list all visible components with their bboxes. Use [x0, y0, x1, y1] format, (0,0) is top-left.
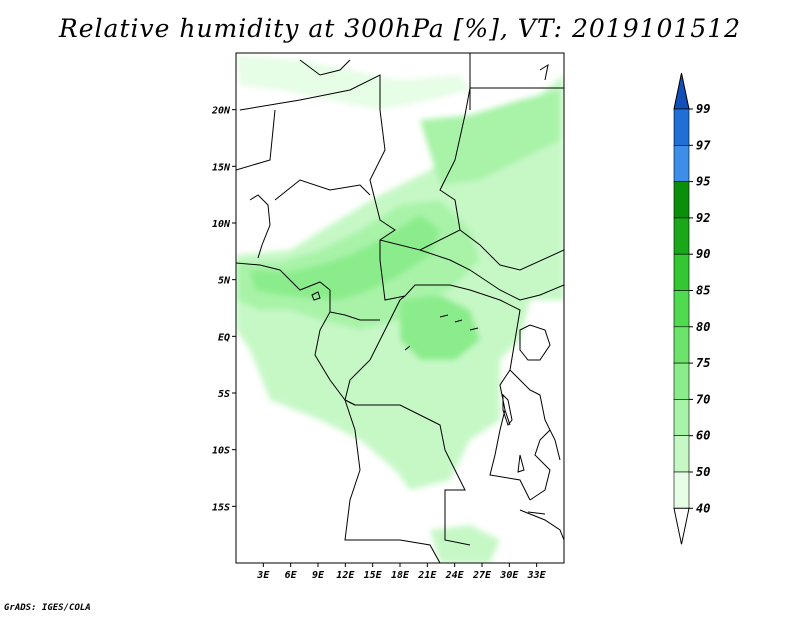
border-line	[539, 63, 549, 81]
lat-tick-label: 15S	[212, 502, 230, 513]
colorbar-segment	[673, 435, 690, 473]
humidity-field-50b	[236, 55, 470, 110]
lat-tick-label: 15N	[212, 162, 231, 173]
lake-outline	[519, 324, 551, 361]
colorbar-label: 60	[696, 429, 710, 443]
lon-tick-label: 27E	[472, 570, 492, 581]
lon-tick-label: 12E	[336, 570, 355, 581]
colorbar-segment	[673, 471, 690, 509]
humidity-shading	[236, 55, 564, 563]
colorbar-label: 90	[696, 247, 710, 261]
colorbar-label: 95	[696, 175, 710, 189]
lon-tick-label: 3E	[256, 570, 270, 581]
border-line	[274, 179, 371, 201]
border-line	[519, 509, 564, 541]
lon-tick-label: 24E	[445, 570, 465, 581]
lake-outline	[311, 291, 321, 301]
colorbar: 40 50 60 70 75 80 85 90 92 95 97 99	[673, 72, 711, 545]
lake-outline	[404, 314, 479, 351]
lat-tick-label: 10S	[212, 446, 230, 457]
lon-tick-label: 9E	[312, 570, 325, 581]
border-line	[239, 74, 471, 546]
border-line	[379, 87, 564, 251]
lon-tick-label: 33E	[527, 570, 547, 581]
colorbar-label: 75	[696, 356, 710, 370]
border-line	[459, 229, 564, 271]
border-line	[299, 59, 351, 76]
border-line	[509, 369, 561, 461]
border-line	[419, 249, 564, 301]
colorbar-label: 99	[696, 102, 710, 116]
colorbar-label: 97	[696, 138, 711, 152]
country-borders	[236, 53, 564, 563]
lake-outline	[517, 454, 525, 473]
colorbar-top-arrow	[673, 72, 690, 110]
border-line	[529, 429, 551, 501]
grads-credit: GrADS: IGES/COLA	[4, 603, 91, 613]
border-line	[314, 311, 356, 406]
colorbar-segment	[673, 399, 690, 436]
lon-tick-label: 18E	[391, 570, 410, 581]
humidity-field-60b	[420, 90, 560, 185]
lon-tick-label: 21E	[417, 570, 437, 581]
lat-tick-label: 20N	[211, 106, 231, 117]
lake-outline	[502, 393, 513, 427]
border-line	[236, 262, 380, 321]
latitude-axis: 20N 15N 10N 5N EQ 5S 10S 15S	[211, 106, 236, 513]
border-line	[489, 409, 531, 501]
colorbar-segment	[673, 253, 690, 291]
border-line	[236, 109, 276, 171]
border-line	[344, 399, 441, 563]
colorbar-label: 40	[696, 501, 710, 515]
lat-tick-label: 5S	[218, 389, 230, 400]
border-line	[404, 284, 521, 426]
colorbar-label: 92	[696, 211, 710, 225]
lake-outline	[527, 511, 546, 515]
colorbar-segment	[673, 326, 690, 364]
humidity-field-70	[250, 215, 440, 300]
colorbar-label: 50	[696, 465, 710, 479]
colorbar-label: 80	[696, 320, 710, 334]
colorbar-segment	[673, 290, 690, 328]
colorbar-segment	[673, 217, 690, 255]
humidity-field-70b	[400, 295, 480, 360]
lat-tick-label: EQ	[218, 332, 230, 343]
map-title: Relative humidity at 300hPa [%], VT: 201…	[58, 14, 742, 43]
lat-tick-label: 10N	[212, 219, 231, 230]
colorbar-bottom-arrow	[673, 507, 690, 545]
colorbar-label: 70	[696, 392, 710, 406]
border-line	[249, 194, 271, 259]
colorbar-label: 85	[696, 284, 710, 298]
colorbar-segment	[673, 181, 690, 219]
longitude-axis: 3E 6E 9E 12E 15E 18E 21E 24E 27E 30E 33E	[256, 563, 547, 581]
lon-tick-label: 15E	[364, 570, 383, 581]
lon-tick-label: 6E	[285, 570, 298, 581]
colorbar-segment	[673, 145, 690, 182]
colorbar-segment	[673, 362, 690, 400]
lat-tick-label: 5N	[218, 276, 231, 287]
lon-tick-label: 30E	[499, 570, 519, 581]
colorbar-segment	[673, 108, 690, 146]
